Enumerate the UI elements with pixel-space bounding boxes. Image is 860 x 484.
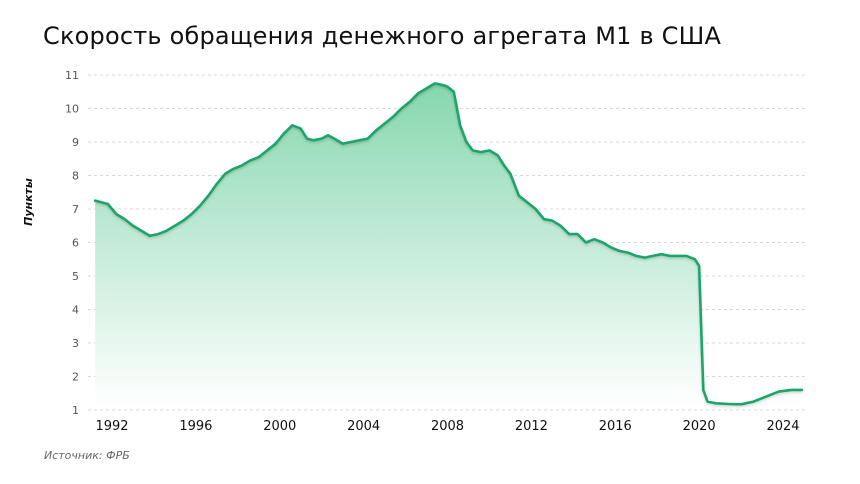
y-tick-label: 3 [72,337,79,350]
y-tick-label: 2 [72,371,79,384]
chart-title: Скорость обращения денежного агрегата M1… [43,22,722,50]
y-tick-label: 4 [72,304,79,317]
x-axis-ticks: 1992 1996 2000 2004 2008 2012 2016 2020 2024 [95,419,799,434]
x-tick-label: 2012 [515,419,548,434]
y-tick-label: 7 [72,203,79,216]
source-note: Источник: ФРБ [44,449,130,462]
y-tick-label: 11 [65,69,79,82]
x-tick-label: 2016 [599,419,632,434]
x-tick-label: 2020 [683,419,716,434]
x-tick-label: 1992 [95,419,128,434]
x-tick-label: 2000 [263,419,296,434]
x-tick-label: 1996 [179,419,212,434]
x-tick-label: 2008 [431,419,464,434]
y-axis-ticks: 1 2 3 4 5 6 7 8 9 10 11 [65,69,79,417]
area-fill [95,83,802,409]
y-tick-label: 6 [72,237,79,250]
data-line [93,82,804,406]
y-tick-label: 10 [65,103,79,116]
y-tick-label: 5 [72,270,79,283]
y-tick-label: 1 [72,404,79,417]
y-tick-label: 8 [72,170,79,183]
y-axis-label: Пункты [22,178,35,226]
y-tick-label: 9 [72,136,79,149]
x-tick-label: 2004 [347,419,380,434]
x-tick-label: 2024 [766,419,799,434]
